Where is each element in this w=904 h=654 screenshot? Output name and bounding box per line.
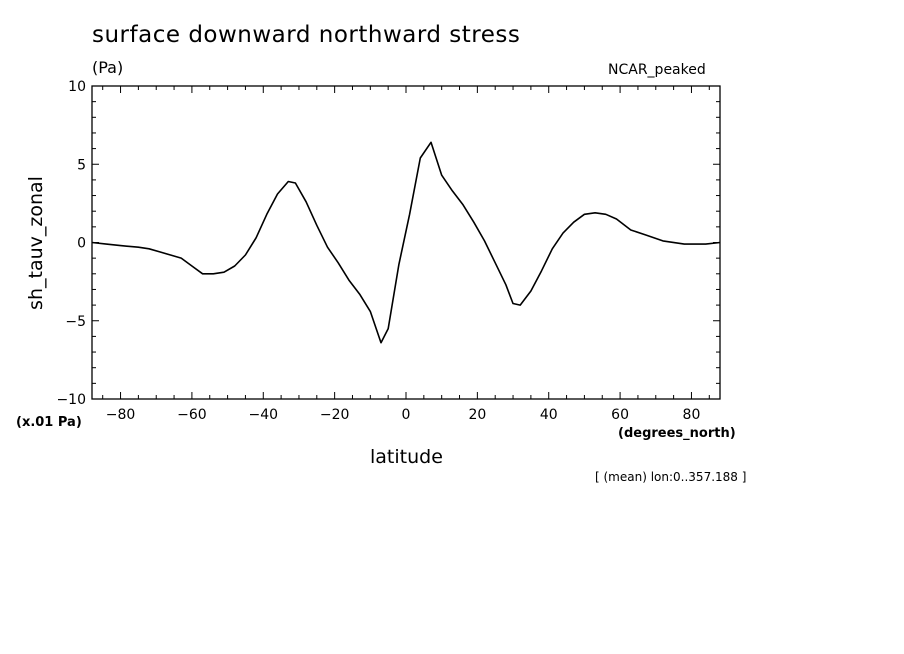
chart-title: surface downward northward stress bbox=[92, 22, 521, 48]
x-axis-label: latitude bbox=[370, 446, 443, 468]
y-tick-label: 0 bbox=[77, 236, 86, 252]
axes bbox=[91, 85, 721, 400]
x-tick-label: 40 bbox=[540, 407, 558, 423]
y-scale-note: (x.01 Pa) bbox=[16, 415, 82, 430]
x-tick-label: 20 bbox=[468, 407, 486, 423]
x-axis-units: (degrees_north) bbox=[618, 426, 736, 441]
y-tick-label: 10 bbox=[68, 79, 86, 95]
x-tick-label: 0 bbox=[402, 407, 411, 423]
series-line-0 bbox=[91, 141, 721, 344]
x-tick-label: −60 bbox=[177, 407, 207, 423]
chart-units: (Pa) bbox=[92, 58, 124, 77]
x-tick-label: −20 bbox=[320, 407, 350, 423]
x-tick-label: 80 bbox=[683, 407, 701, 423]
plot-frame bbox=[91, 85, 721, 400]
dataset-label: NCAR_peaked bbox=[608, 62, 706, 78]
footnote: [ (mean) lon:0..357.188 ] bbox=[595, 470, 747, 484]
tick-labels: −80 −60 −40 −20 0 20 40 60 80 −10 −5 0 5 10 bbox=[56, 79, 700, 423]
y-tick-label: −5 bbox=[65, 314, 86, 330]
series-layer bbox=[91, 141, 721, 344]
x-tick-label: 60 bbox=[611, 407, 629, 423]
tick-marks bbox=[92, 85, 720, 400]
x-tick-label: −80 bbox=[106, 407, 136, 423]
y-tick-label: −10 bbox=[56, 392, 86, 408]
y-tick-label: 5 bbox=[77, 157, 86, 173]
x-tick-label: −40 bbox=[248, 407, 278, 423]
